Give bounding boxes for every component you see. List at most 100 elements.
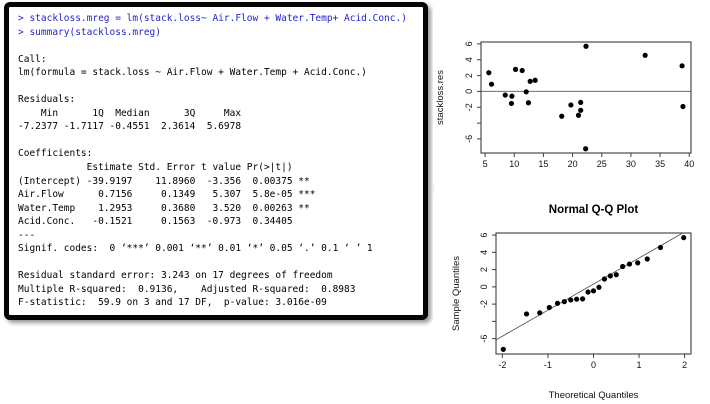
console-line: Water.Temp 1.2953 0.3680 3.520 0.00263 *… [18, 202, 310, 214]
data-point [554, 300, 561, 306]
console-line: Estimate Std. Error t value Pr(>|t|) [18, 162, 293, 174]
data-point [559, 113, 565, 119]
x-tick-label: 2 [682, 360, 687, 370]
reference-lines [496, 233, 684, 341]
data-point [508, 100, 515, 107]
x-tick-label: 20 [568, 159, 578, 169]
y-tick-label: -6 [479, 335, 489, 343]
data-point [546, 304, 552, 311]
console-line: Air.Flow 0.7156 0.1349 5.307 5.8e-05 *** [18, 189, 316, 201]
x-tick-label: 5 [483, 159, 488, 169]
data-point [601, 276, 608, 282]
data-point [583, 146, 589, 152]
x-tick-label: 0 [591, 360, 596, 370]
data-point [502, 92, 508, 98]
x-tick-label: 1 [637, 360, 642, 370]
data-point [620, 263, 626, 270]
data-point [519, 67, 525, 74]
console-line: -7.2377 -1.7117 -0.4551 2.3614 5.6978 [18, 121, 242, 133]
r-console-output: > stackloss.mreg = lm(stack.loss~ Air.Fl… [4, 2, 428, 320]
x-axis-label: Theoretical Quantiles [549, 390, 639, 401]
data-point [486, 70, 492, 76]
y-tick-label: -2 [464, 103, 474, 111]
x-tick-label: 25 [597, 159, 607, 169]
y-tick-label: 4 [464, 57, 474, 62]
data-point [642, 52, 648, 58]
data-point [537, 310, 543, 316]
console-line: Residual standard error: 3.243 on 17 deg… [18, 270, 333, 282]
data-point [523, 311, 530, 317]
x-tick-label: 40 [684, 159, 694, 169]
data-point [568, 102, 574, 108]
data-point [590, 288, 597, 294]
console-line [18, 80, 420, 94]
x-tick-label: -2 [498, 360, 506, 370]
console-line: > stackloss.mreg = lm(stack.loss~ Air.Fl… [18, 13, 407, 24]
data-point [500, 346, 506, 352]
data-point [613, 272, 619, 278]
data-point [561, 299, 567, 305]
y-tick-label: 0 [479, 284, 489, 289]
y-tick-label: 2 [464, 73, 474, 78]
data-point [635, 260, 641, 266]
console-line: Signif. codes: 0 ‘***’ 0.001 ‘**’ 0.01 ‘… [18, 243, 373, 255]
y-tick-label: 6 [479, 233, 489, 238]
data-point [680, 103, 686, 110]
y-tick-label: -2 [479, 300, 489, 308]
data-point [523, 89, 529, 95]
data-point [575, 112, 582, 118]
data-point [488, 81, 495, 87]
y-tick-label: 0 [464, 89, 474, 94]
x-tick-label: 35 [655, 159, 665, 169]
console-line: F-statistic: 59.9 on 3 and 17 DF, p-valu… [18, 297, 327, 309]
data-point [644, 256, 650, 262]
plot-title: Normal Q-Q Plot [549, 204, 639, 216]
data-point [596, 284, 602, 290]
data-point [512, 66, 519, 72]
plot-box [480, 41, 692, 154]
y-tick-label: -6 [464, 135, 474, 143]
normal-qq-plot: -2 -1 0 1 2 6 4 2 0 -2 -6 Normal Q-Q Plot Theoretica… [433, 193, 710, 404]
console-line: > summary(stackloss.mreg) [18, 26, 161, 38]
console-line [18, 256, 420, 270]
data-point [657, 244, 664, 251]
console-line: Min 1Q Median 3Q Max [18, 107, 242, 119]
data-point [583, 43, 589, 49]
console-line: lm(formula = stack.loss ~ Air.Flow + Wat… [18, 67, 367, 79]
console-line: Multiple R-squared: 0.9136, Adjusted R-s… [18, 283, 356, 295]
data-point [578, 99, 584, 106]
data-point [626, 261, 633, 267]
console-line: Call: [18, 53, 47, 65]
data-point [574, 296, 580, 302]
y-tick-label: 6 [464, 41, 474, 46]
plot-box [495, 232, 692, 355]
y-tick-label: 2 [479, 267, 489, 272]
x-tick-label: -1 [544, 360, 552, 370]
console-line: Residuals: [18, 94, 76, 106]
data-point [578, 107, 584, 113]
data-point [525, 100, 532, 106]
console-line [18, 134, 420, 148]
y-tick-label: 4 [479, 250, 489, 255]
x-tick-label: 30 [626, 159, 636, 169]
x-tick-label: 10 [509, 159, 519, 169]
data-point [509, 93, 515, 99]
console-line: --- [18, 229, 36, 241]
console-line: Acid.Conc. -0.1521 0.1563 -0.973 0.34405 [18, 216, 293, 228]
console-line: Coefficients: [18, 148, 93, 160]
data-point [568, 297, 574, 303]
data-point [532, 77, 538, 83]
console-line: (Intercept) -39.9197 11.8960 -3.356 0.00… [18, 175, 310, 187]
data-point [681, 235, 687, 241]
data-point [679, 63, 685, 69]
data-point [607, 273, 613, 279]
data-point [585, 289, 591, 295]
data-point [579, 296, 586, 302]
x-tick-label: 15 [538, 159, 548, 169]
y-axis-label: Sample Quantiles [451, 256, 462, 331]
data-point [527, 78, 533, 84]
console-line [18, 39, 420, 53]
y-axis-label: stackloss.res [435, 70, 446, 125]
